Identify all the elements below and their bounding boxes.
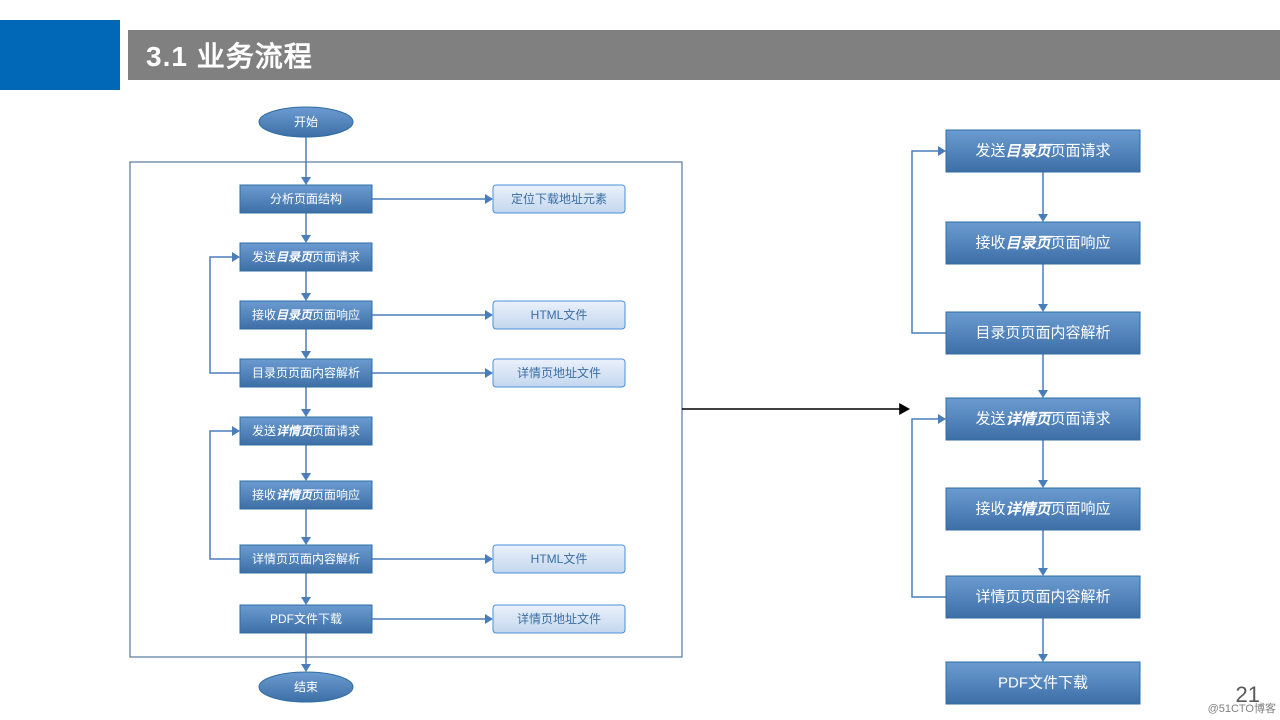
process-label-n8: PDF文件下载 bbox=[270, 611, 342, 626]
process-label-r7: PDF文件下载 bbox=[998, 675, 1088, 692]
process-label-r1: 发送目录页页面请求 bbox=[975, 143, 1110, 160]
process-label-n3: 接收目录页页面响应 bbox=[252, 307, 360, 322]
process-label-n7: 详情页页面内容解析 bbox=[252, 551, 360, 566]
side-label-s4: HTML文件 bbox=[531, 551, 588, 566]
side-label-s1: 定位下载地址元素 bbox=[511, 191, 607, 206]
terminator-label-start: 开始 bbox=[294, 115, 318, 129]
process-label-n2: 发送目录页页面请求 bbox=[252, 249, 360, 264]
left-container bbox=[130, 162, 682, 657]
process-label-r6: 详情页页面内容解析 bbox=[975, 589, 1110, 606]
flowchart-diagram: 开始结束分析页面结构发送目录页页面请求接收目录页页面响应目录页页面内容解析发送详… bbox=[0, 0, 1280, 720]
side-label-s3: 详情页地址文件 bbox=[517, 365, 601, 380]
side-label-s2: HTML文件 bbox=[531, 307, 588, 322]
process-label-n4: 目录页页面内容解析 bbox=[252, 365, 360, 380]
process-label-r2: 接收目录页页面响应 bbox=[975, 234, 1110, 252]
process-label-n5: 发送详情页页面请求 bbox=[252, 423, 360, 438]
process-label-r5: 接收详情页页面响应 bbox=[975, 500, 1110, 518]
terminator-label-end: 结束 bbox=[294, 680, 318, 694]
side-label-s5: 详情页地址文件 bbox=[517, 611, 601, 626]
process-label-n1: 分析页面结构 bbox=[270, 191, 342, 206]
watermark: @51CTO博客 bbox=[1208, 700, 1276, 716]
process-label-n6: 接收详情页页面响应 bbox=[252, 487, 360, 502]
process-label-r4: 发送详情页页面请求 bbox=[975, 410, 1110, 428]
process-label-r3: 目录页页面内容解析 bbox=[975, 325, 1110, 342]
